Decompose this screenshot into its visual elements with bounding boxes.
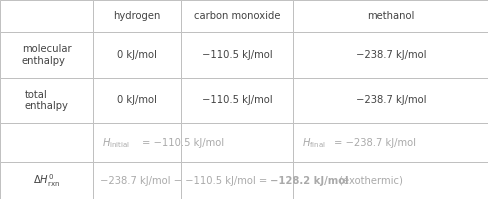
Text: hydrogen: hydrogen bbox=[113, 11, 160, 21]
Bar bbox=[0, 78, 93, 123]
Text: −238.7 kJ/mol − −110.5 kJ/mol =: −238.7 kJ/mol − −110.5 kJ/mol = bbox=[100, 176, 270, 186]
Bar bbox=[181, 78, 293, 123]
Bar bbox=[93, 162, 181, 199]
Text: $\Delta H^0_{\mathrm{rxn}}$: $\Delta H^0_{\mathrm{rxn}}$ bbox=[33, 172, 60, 189]
Text: = −238.7 kJ/mol: = −238.7 kJ/mol bbox=[333, 138, 415, 148]
Bar bbox=[181, 123, 293, 162]
Text: −110.5 kJ/mol: −110.5 kJ/mol bbox=[202, 96, 272, 105]
Bar bbox=[93, 123, 181, 162]
Text: $H_{\mathrm{initial}}$: $H_{\mathrm{initial}}$ bbox=[102, 136, 130, 150]
Bar bbox=[293, 78, 488, 123]
Bar bbox=[0, 32, 93, 78]
Bar bbox=[181, 32, 293, 78]
Text: −128.2 kJ/mol: −128.2 kJ/mol bbox=[270, 176, 348, 186]
Bar bbox=[293, 0, 488, 32]
Bar bbox=[0, 162, 93, 199]
Bar bbox=[93, 0, 181, 32]
Text: carbon monoxide: carbon monoxide bbox=[194, 11, 280, 21]
Text: 0 kJ/mol: 0 kJ/mol bbox=[117, 50, 157, 60]
Text: methanol: methanol bbox=[367, 11, 414, 21]
Text: (exothermic): (exothermic) bbox=[336, 176, 403, 186]
Text: −238.7 kJ/mol: −238.7 kJ/mol bbox=[355, 50, 426, 60]
Bar bbox=[93, 32, 181, 78]
Text: −110.5 kJ/mol: −110.5 kJ/mol bbox=[202, 50, 272, 60]
Text: −238.7 kJ/mol: −238.7 kJ/mol bbox=[355, 96, 426, 105]
Bar bbox=[293, 32, 488, 78]
Bar bbox=[0, 0, 93, 32]
Bar bbox=[181, 0, 293, 32]
Bar bbox=[93, 78, 181, 123]
Text: $H_{\mathrm{final}}$: $H_{\mathrm{final}}$ bbox=[302, 136, 325, 150]
Text: total
enthalpy: total enthalpy bbox=[24, 90, 68, 111]
Text: 0 kJ/mol: 0 kJ/mol bbox=[117, 96, 157, 105]
Bar bbox=[181, 162, 293, 199]
Bar bbox=[0, 123, 93, 162]
Text: molecular
enthalpy: molecular enthalpy bbox=[21, 44, 71, 65]
Bar bbox=[293, 123, 488, 162]
Text: = −110.5 kJ/mol: = −110.5 kJ/mol bbox=[142, 138, 224, 148]
Bar bbox=[293, 162, 488, 199]
